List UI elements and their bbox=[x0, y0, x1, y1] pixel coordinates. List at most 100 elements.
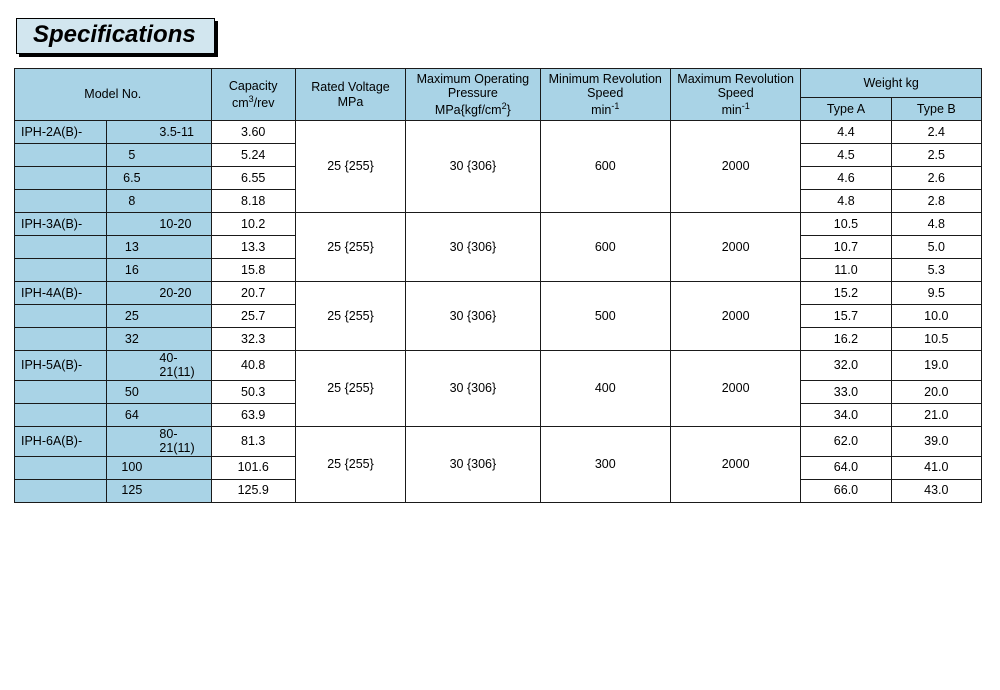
cell-capacity: 40.8 bbox=[211, 351, 295, 381]
cell-weight-b: 2.4 bbox=[891, 121, 981, 144]
cell-model-mid: 8 bbox=[107, 190, 157, 213]
cell-model-suffix: 20-20 bbox=[157, 282, 211, 305]
hdr-maxp-l1: Maximum Operating bbox=[417, 72, 530, 86]
cell-weight-a: 16.2 bbox=[801, 328, 891, 351]
table-header: Model No. Capacity cm3/rev Rated Voltage… bbox=[15, 69, 982, 121]
cell-model-prefix bbox=[15, 328, 107, 351]
cell-weight-b: 9.5 bbox=[891, 282, 981, 305]
cell-model-mid bbox=[107, 282, 157, 305]
cell-weight-b: 41.0 bbox=[891, 456, 981, 479]
cell-weight-a: 15.2 bbox=[801, 282, 891, 305]
cell-model-prefix bbox=[15, 380, 107, 403]
cell-capacity: 3.60 bbox=[211, 121, 295, 144]
hdr-weight: Weight kg bbox=[801, 69, 982, 98]
hdr-maxr: Maximum Revolution Speed min-1 bbox=[670, 69, 800, 121]
cell-capacity: 20.7 bbox=[211, 282, 295, 305]
cell-model-suffix: 3.5-11 bbox=[157, 121, 211, 144]
cell-model-suffix bbox=[157, 479, 211, 502]
cell-model-prefix bbox=[15, 456, 107, 479]
cell-weight-b: 19.0 bbox=[891, 351, 981, 381]
cell-rated: 25 {255} bbox=[295, 282, 405, 351]
cell-capacity: 101.6 bbox=[211, 456, 295, 479]
cell-weight-b: 10.5 bbox=[891, 328, 981, 351]
cell-model-mid bbox=[107, 213, 157, 236]
cell-model-suffix bbox=[157, 305, 211, 328]
cell-model-prefix bbox=[15, 236, 107, 259]
cell-model-prefix: IPH-5A(B)- bbox=[15, 351, 107, 381]
cell-model-suffix: 10-20 bbox=[157, 213, 211, 236]
cell-model-mid: 50 bbox=[107, 380, 157, 403]
cell-model-suffix bbox=[157, 456, 211, 479]
cell-maxr: 2000 bbox=[670, 351, 800, 427]
cell-model-suffix bbox=[157, 259, 211, 282]
cell-capacity: 63.9 bbox=[211, 403, 295, 426]
cell-weight-a: 4.8 bbox=[801, 190, 891, 213]
cell-model-mid bbox=[107, 351, 157, 381]
cell-weight-b: 39.0 bbox=[891, 426, 981, 456]
table-row: IPH-3A(B)-10-2010.225 {255}30 {306}60020… bbox=[15, 213, 982, 236]
cell-model-prefix bbox=[15, 479, 107, 502]
cell-rated: 25 {255} bbox=[295, 351, 405, 427]
hdr-minr-l1: Minimum Revolution bbox=[549, 72, 662, 86]
cell-model-suffix bbox=[157, 403, 211, 426]
cell-capacity: 6.55 bbox=[211, 167, 295, 190]
cell-model-mid: 5 bbox=[107, 144, 157, 167]
cell-rated: 25 {255} bbox=[295, 213, 405, 282]
cell-capacity: 8.18 bbox=[211, 190, 295, 213]
cell-weight-a: 62.0 bbox=[801, 426, 891, 456]
cell-model-prefix: IPH-6A(B)- bbox=[15, 426, 107, 456]
hdr-capacity: Capacity cm3/rev bbox=[211, 69, 295, 121]
cell-capacity: 5.24 bbox=[211, 144, 295, 167]
hdr-minr: Minimum Revolution Speed min-1 bbox=[540, 69, 670, 121]
cell-model-suffix: 40-21(11) bbox=[157, 351, 211, 381]
cell-model-mid: 64 bbox=[107, 403, 157, 426]
cell-weight-a: 10.5 bbox=[801, 213, 891, 236]
cell-model-mid: 25 bbox=[107, 305, 157, 328]
hdr-maxp-l3: MPa{kgf/cm2} bbox=[435, 103, 511, 117]
section-title: Specifications bbox=[16, 18, 215, 54]
cell-weight-a: 32.0 bbox=[801, 351, 891, 381]
table-row: IPH-6A(B)-80-21(11)81.325 {255}30 {306}3… bbox=[15, 426, 982, 456]
cell-weight-a: 11.0 bbox=[801, 259, 891, 282]
cell-weight-a: 4.5 bbox=[801, 144, 891, 167]
cell-maxp: 30 {306} bbox=[406, 121, 540, 213]
cell-capacity: 32.3 bbox=[211, 328, 295, 351]
hdr-rated-l1: Rated Voltage bbox=[311, 80, 390, 94]
cell-capacity: 10.2 bbox=[211, 213, 295, 236]
hdr-maxp: Maximum Operating Pressure MPa{kgf/cm2} bbox=[406, 69, 540, 121]
cell-weight-b: 2.6 bbox=[891, 167, 981, 190]
table-body: IPH-2A(B)-3.5-113.6025 {255}30 {306}6002… bbox=[15, 121, 982, 503]
cell-weight-b: 21.0 bbox=[891, 403, 981, 426]
cell-model-prefix bbox=[15, 190, 107, 213]
cell-weight-b: 20.0 bbox=[891, 380, 981, 403]
hdr-rated-l2: MPa bbox=[338, 95, 364, 109]
cell-model-mid bbox=[107, 426, 157, 456]
hdr-type-b: Type B bbox=[891, 98, 981, 121]
cell-weight-b: 43.0 bbox=[891, 479, 981, 502]
cell-capacity: 13.3 bbox=[211, 236, 295, 259]
cell-model-suffix bbox=[157, 190, 211, 213]
cell-capacity: 50.3 bbox=[211, 380, 295, 403]
cell-model-prefix bbox=[15, 144, 107, 167]
cell-model-mid: 16 bbox=[107, 259, 157, 282]
cell-rated: 25 {255} bbox=[295, 121, 405, 213]
hdr-model: Model No. bbox=[15, 69, 212, 121]
cell-capacity: 125.9 bbox=[211, 479, 295, 502]
cell-model-prefix: IPH-2A(B)- bbox=[15, 121, 107, 144]
cell-maxr: 2000 bbox=[670, 121, 800, 213]
cell-model-mid: 125 bbox=[107, 479, 157, 502]
cell-weight-b: 5.3 bbox=[891, 259, 981, 282]
cell-maxr: 2000 bbox=[670, 213, 800, 282]
hdr-type-a: Type A bbox=[801, 98, 891, 121]
cell-model-mid: 100 bbox=[107, 456, 157, 479]
cell-capacity: 15.8 bbox=[211, 259, 295, 282]
hdr-maxr-l2: Speed bbox=[718, 86, 754, 100]
hdr-maxr-l1: Maximum Revolution bbox=[677, 72, 794, 86]
cell-model-prefix bbox=[15, 403, 107, 426]
hdr-minr-l2: Speed bbox=[587, 86, 623, 100]
cell-rated: 25 {255} bbox=[295, 426, 405, 502]
cell-maxr: 2000 bbox=[670, 282, 800, 351]
cell-weight-b: 2.5 bbox=[891, 144, 981, 167]
cell-model-suffix bbox=[157, 144, 211, 167]
hdr-rated: Rated Voltage MPa bbox=[295, 69, 405, 121]
